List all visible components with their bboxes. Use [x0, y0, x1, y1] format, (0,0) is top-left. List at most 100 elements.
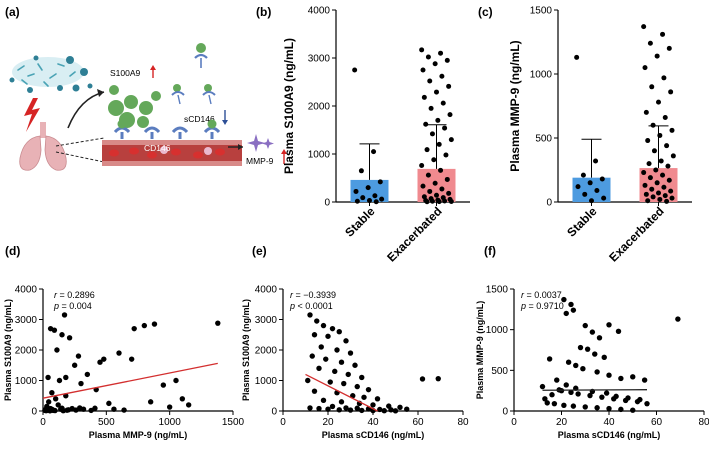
data-point [80, 406, 87, 412]
y-axis-title: Plasma MMP-9 (ng/mL) [508, 40, 522, 171]
correlation-p-text: p = 0.9710 [520, 301, 564, 311]
data-point [642, 65, 648, 71]
panel-label-a: (a) [5, 5, 20, 19]
data-point [641, 170, 647, 176]
data-point [662, 193, 668, 199]
data-point [601, 195, 607, 201]
panel-label-c: (c) [478, 5, 493, 19]
data-point [630, 374, 636, 380]
data-point [664, 143, 670, 149]
data-point [615, 328, 622, 334]
data-point [374, 396, 381, 402]
data-point [654, 53, 660, 59]
panel-label-d: (d) [5, 244, 20, 258]
data-point [438, 167, 444, 173]
x-axis-title: Plasma MMP-9 (ng/mL) [89, 430, 188, 440]
data-point [568, 389, 574, 395]
data-point [370, 402, 376, 408]
data-point [92, 405, 98, 411]
data-point [643, 191, 649, 197]
data-point [438, 50, 444, 56]
r-value: = 0.0037 [524, 290, 562, 300]
data-point [660, 31, 666, 37]
data-point [589, 329, 596, 335]
data-point [381, 407, 387, 414]
y-axis-title: Plasma S100A9 (ng/mL) [3, 299, 13, 401]
data-point [424, 199, 430, 205]
data-point [561, 296, 567, 303]
data-point [131, 325, 137, 332]
p-value: < 0.0001 [295, 301, 333, 311]
data-point [647, 175, 653, 181]
r-symbol: r [290, 290, 294, 300]
data-point [669, 195, 675, 201]
data-point [439, 186, 445, 192]
data-point [554, 377, 560, 383]
data-point [78, 380, 84, 387]
data-point [599, 176, 605, 182]
data-point [584, 346, 591, 352]
data-point [658, 158, 664, 164]
p-symbol: p [289, 301, 295, 311]
data-point [575, 391, 581, 397]
y-tick-label: 0 [324, 198, 330, 209]
data-point [329, 403, 336, 410]
x-tick-label: 60 [412, 417, 424, 428]
data-point [66, 335, 73, 341]
data-point [589, 198, 594, 204]
data-point [434, 192, 439, 198]
data-point [325, 406, 331, 412]
p-value: = 0.9710 [526, 301, 564, 311]
data-point [656, 99, 661, 105]
data-point [128, 356, 135, 362]
data-point [352, 362, 358, 368]
x-tick-label: 20 [556, 417, 568, 428]
data-point [427, 188, 433, 194]
x-tick-label: 80 [698, 417, 709, 428]
data-point [577, 344, 584, 351]
data-point [580, 172, 586, 178]
data-point [371, 149, 377, 155]
x-tick-label: 60 [651, 417, 663, 428]
y-axis-title: Plasma S100A9 (ng/mL) [282, 38, 296, 174]
data-point [185, 402, 192, 408]
data-point [618, 375, 624, 382]
data-point [637, 396, 643, 403]
data-point [166, 404, 173, 410]
y-tick-label: 0 [546, 198, 552, 209]
data-point [101, 356, 107, 362]
y-tick-label: 1500 [530, 6, 553, 17]
data-point [121, 407, 127, 413]
data-point [316, 365, 322, 371]
bar-stable [350, 179, 389, 202]
data-point [61, 312, 68, 318]
data-point [563, 310, 569, 317]
data-point [668, 89, 674, 95]
data-point [432, 180, 438, 186]
data-point [570, 403, 577, 409]
data-point [354, 383, 360, 390]
data-point [601, 354, 607, 361]
data-point [435, 117, 441, 123]
data-point [625, 395, 631, 401]
data-point [666, 45, 672, 51]
scatter-chart-s100a9-vs-scd146: 0 1000 2000 3000 4000 Plasma S100A9 (ng/mL) 0 2… [241, 285, 469, 441]
data-point [52, 396, 59, 402]
y-tick-label: 1000 [486, 325, 509, 336]
category-label: Stable [564, 204, 600, 240]
x-tick-label: 0 [280, 417, 286, 428]
category-label: Exacerbated [384, 204, 444, 264]
data-point [423, 121, 429, 127]
category-label: Stable [342, 204, 378, 240]
data-point [336, 329, 342, 335]
y-tick-label: 1500 [486, 285, 509, 296]
data-point [429, 198, 435, 204]
data-point [71, 362, 78, 368]
data-point [361, 394, 367, 400]
lightning-icon [24, 98, 40, 132]
data-point [307, 405, 313, 411]
data-point [651, 148, 657, 154]
data-point [372, 193, 378, 199]
data-point [97, 359, 103, 365]
